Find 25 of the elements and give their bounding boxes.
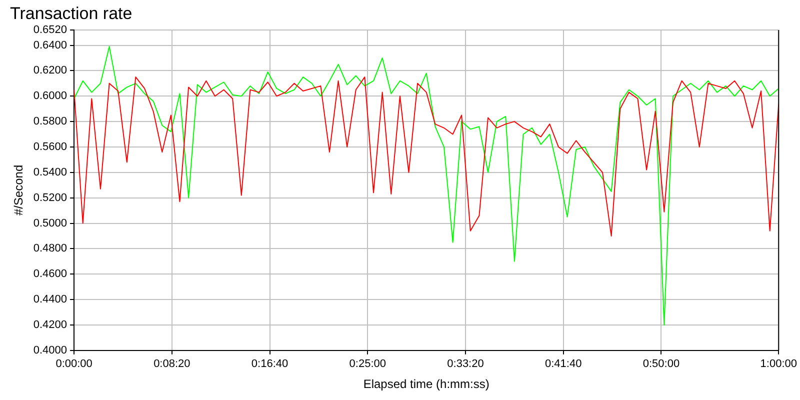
y-tick-label: 0.5800 — [33, 116, 68, 128]
chart-title: Transaction rate — [10, 4, 132, 24]
y-tick-label: 0.4800 — [33, 242, 68, 255]
x-tick-label: 0:33:20 — [447, 358, 484, 370]
y-tick-label: 0.5000 — [33, 217, 68, 230]
y-tick-label: 0.5600 — [33, 141, 68, 154]
x-tick-label: 0:25:00 — [349, 358, 386, 370]
x-tick-label: 0:08:20 — [154, 358, 190, 370]
x-tick-label: 1:00:00 — [760, 358, 797, 370]
x-axis-title: Elapsed time (h:mm:ss) — [363, 377, 490, 392]
y-tick-label: 0.6200 — [33, 64, 68, 77]
y-tick-label: 0.4200 — [33, 319, 68, 332]
y-tick-label: 0.4000 — [33, 344, 68, 356]
y-tick-label: 0.6520 — [33, 24, 68, 36]
y-tick-label: 0.4400 — [33, 294, 68, 306]
x-tick-label: 0:50:00 — [642, 358, 680, 370]
x-tick-label: 0:00:00 — [56, 358, 92, 370]
y-axis-title: #/Second — [12, 164, 26, 216]
x-tick-label: 0:16:40 — [251, 358, 288, 370]
y-tick-label: 0.6000 — [33, 90, 68, 102]
y-tick-label: 0.5400 — [33, 166, 68, 178]
y-tick-label: 0.6400 — [33, 39, 68, 52]
x-tick-label: 0:41:40 — [545, 358, 582, 370]
y-tick-label: 0.4600 — [33, 268, 68, 280]
y-tick-label: 0.5200 — [33, 192, 68, 204]
